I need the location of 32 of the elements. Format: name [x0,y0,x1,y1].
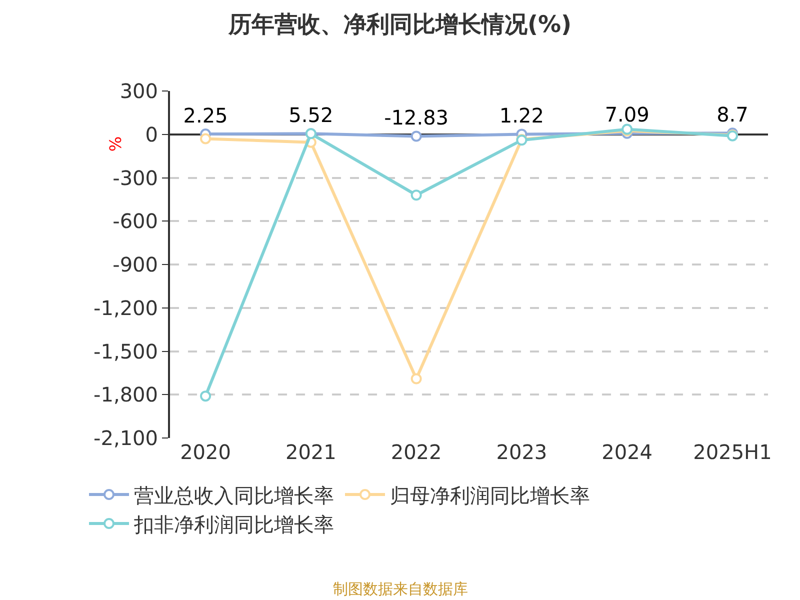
y-axis-title: % [106,136,125,152]
y-tick-label: -2,100 [94,426,158,450]
x-tick-label: 2022 [390,440,442,464]
y-tick-label: -1,200 [94,296,158,320]
data-label: 7.09 [604,102,650,127]
point [410,373,422,384]
x-tick-label: 2020 [180,440,231,464]
legend-label: 营业总收入同比增长率 [134,483,334,508]
data-label: 2.25 [183,103,228,128]
text: 制图数据来自数据库 [333,580,468,598]
y-tick-label: -1,500 [94,339,158,364]
data-label: 5.52 [288,102,334,127]
y-tick-label: -1,800 [94,382,158,407]
data-label: 1.22 [499,104,544,128]
y-tick-label: 0 [145,122,158,146]
y-tick-label: -300 [112,166,158,190]
x-tick-label: 2025H1 [693,440,772,464]
chart-title: 历年营收、净利同比增长情况(%) [227,12,572,38]
point [200,390,212,402]
point [410,190,422,201]
data-label: -12.83 [384,106,449,130]
point [200,133,212,144]
legend-label: 归母净利润同比增长率 [390,483,590,508]
y-tick-label: -600 [112,209,158,234]
y-tick-label: 300 [120,79,158,103]
y-tick-label: -900 [112,252,158,276]
x-tick-label: 2023 [496,440,548,464]
legend-label: 扣非净利润同比增长率 [133,512,334,536]
point [410,130,422,142]
x-tick-label: 2021 [285,440,336,464]
data-label: 8.7 [716,102,748,126]
x-tick-label: 2024 [602,440,653,464]
